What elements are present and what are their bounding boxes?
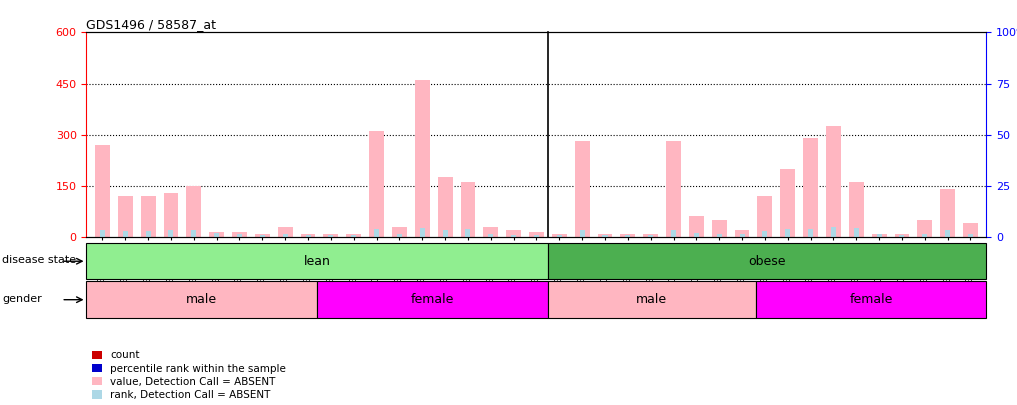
Legend: count, percentile rank within the sample, value, Detection Call = ABSENT, rank, : count, percentile rank within the sample…: [92, 350, 286, 400]
Bar: [191, 230, 196, 237]
Bar: [785, 229, 790, 237]
Bar: [164, 193, 178, 237]
Bar: [620, 234, 636, 237]
Bar: [283, 234, 288, 237]
Text: male: male: [186, 293, 218, 306]
Text: GDS1496 / 58587_at: GDS1496 / 58587_at: [86, 18, 217, 31]
Text: obese: obese: [749, 255, 786, 268]
Bar: [186, 186, 201, 237]
Bar: [739, 234, 744, 237]
Bar: [374, 229, 379, 237]
Bar: [140, 196, 156, 237]
Bar: [849, 182, 863, 237]
Text: lean: lean: [304, 255, 331, 268]
Text: female: female: [411, 293, 455, 306]
Bar: [580, 230, 585, 237]
Bar: [86, 281, 317, 318]
Bar: [666, 141, 681, 237]
Bar: [145, 231, 151, 237]
Bar: [323, 234, 339, 237]
Text: disease state: disease state: [2, 255, 76, 265]
Bar: [506, 230, 521, 237]
Bar: [123, 231, 128, 237]
Bar: [831, 227, 836, 237]
Bar: [210, 232, 224, 237]
Bar: [963, 223, 978, 237]
Bar: [351, 234, 356, 237]
Bar: [625, 235, 631, 237]
Bar: [763, 231, 768, 237]
Bar: [483, 227, 498, 237]
Bar: [756, 281, 986, 318]
Text: female: female: [849, 293, 893, 306]
Bar: [259, 235, 264, 237]
Bar: [169, 230, 174, 237]
Bar: [968, 234, 973, 237]
Bar: [671, 230, 676, 237]
Bar: [347, 234, 361, 237]
Bar: [305, 235, 310, 237]
Bar: [598, 234, 612, 237]
Bar: [255, 234, 270, 237]
Bar: [548, 243, 986, 279]
Bar: [278, 227, 293, 237]
Bar: [118, 196, 132, 237]
Bar: [215, 233, 220, 237]
Bar: [420, 228, 425, 237]
Bar: [86, 243, 548, 279]
Bar: [397, 234, 402, 237]
Text: male: male: [637, 293, 667, 306]
Bar: [758, 196, 772, 237]
Bar: [877, 234, 882, 237]
Bar: [809, 229, 814, 237]
Bar: [466, 229, 471, 237]
Bar: [922, 234, 928, 237]
Bar: [369, 131, 384, 237]
Bar: [689, 217, 704, 237]
Bar: [392, 227, 407, 237]
Bar: [437, 177, 453, 237]
Bar: [602, 235, 607, 237]
Bar: [899, 235, 904, 237]
Bar: [895, 234, 909, 237]
Bar: [529, 232, 544, 237]
Bar: [734, 230, 750, 237]
Bar: [556, 235, 561, 237]
Bar: [534, 235, 539, 237]
Bar: [780, 169, 795, 237]
Bar: [552, 234, 566, 237]
Bar: [945, 230, 950, 237]
Bar: [237, 234, 242, 237]
Bar: [415, 80, 429, 237]
Bar: [644, 234, 658, 237]
Bar: [488, 234, 493, 237]
Bar: [442, 230, 447, 237]
Text: gender: gender: [2, 294, 42, 304]
Bar: [301, 234, 315, 237]
Bar: [328, 235, 334, 237]
Bar: [694, 233, 699, 237]
Bar: [803, 138, 818, 237]
Bar: [575, 141, 590, 237]
Bar: [917, 220, 933, 237]
Bar: [648, 235, 653, 237]
Bar: [95, 145, 110, 237]
Bar: [712, 220, 726, 237]
Bar: [548, 281, 756, 318]
Bar: [717, 234, 722, 237]
Bar: [853, 228, 858, 237]
Bar: [512, 234, 517, 237]
Bar: [941, 189, 955, 237]
Bar: [872, 234, 887, 237]
Bar: [317, 281, 548, 318]
Bar: [461, 182, 475, 237]
Bar: [826, 126, 841, 237]
Bar: [232, 232, 247, 237]
Bar: [100, 230, 105, 237]
